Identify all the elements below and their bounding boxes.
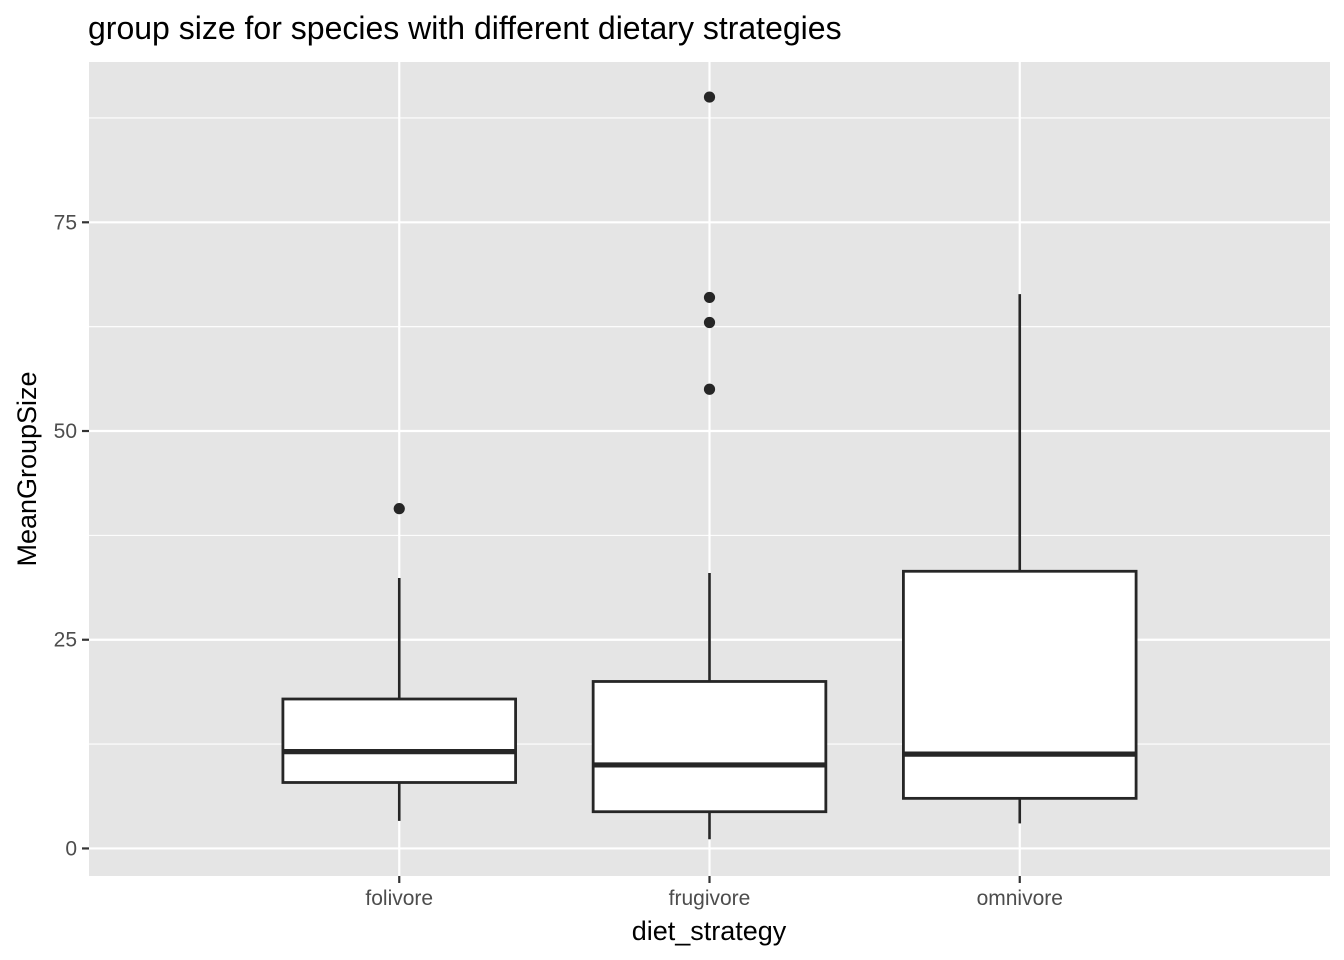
outlier-point [393, 503, 405, 515]
y-tick-label: 0 [65, 837, 77, 860]
outlier-point [703, 291, 716, 304]
x-tick-label: omnivore [977, 887, 1063, 910]
box-omnivore [902, 294, 1138, 824]
x-tick-label: folivore [365, 887, 433, 910]
chart-title: group size for species with different di… [88, 10, 842, 46]
box-folivore [281, 503, 517, 821]
y-axis: 0 25 50 75 [54, 211, 89, 860]
outlier-point [703, 383, 716, 395]
y-tick-label: 25 [54, 629, 77, 652]
box-frugivore [591, 91, 828, 840]
box-body [902, 569, 1138, 800]
x-axis-title: diet_strategy [632, 916, 787, 946]
boxes [281, 91, 1138, 840]
outlier-point [703, 91, 716, 103]
outlier-point [703, 316, 716, 329]
box-body [281, 697, 517, 784]
y-axis-title: MeanGroupSize [12, 371, 42, 566]
y-tick-label: 75 [54, 211, 77, 234]
box-body [591, 680, 828, 814]
x-axis: folivore frugivore omnivore [365, 876, 1063, 910]
x-tick-label: frugivore [669, 887, 751, 910]
y-tick-label: 50 [54, 420, 77, 443]
